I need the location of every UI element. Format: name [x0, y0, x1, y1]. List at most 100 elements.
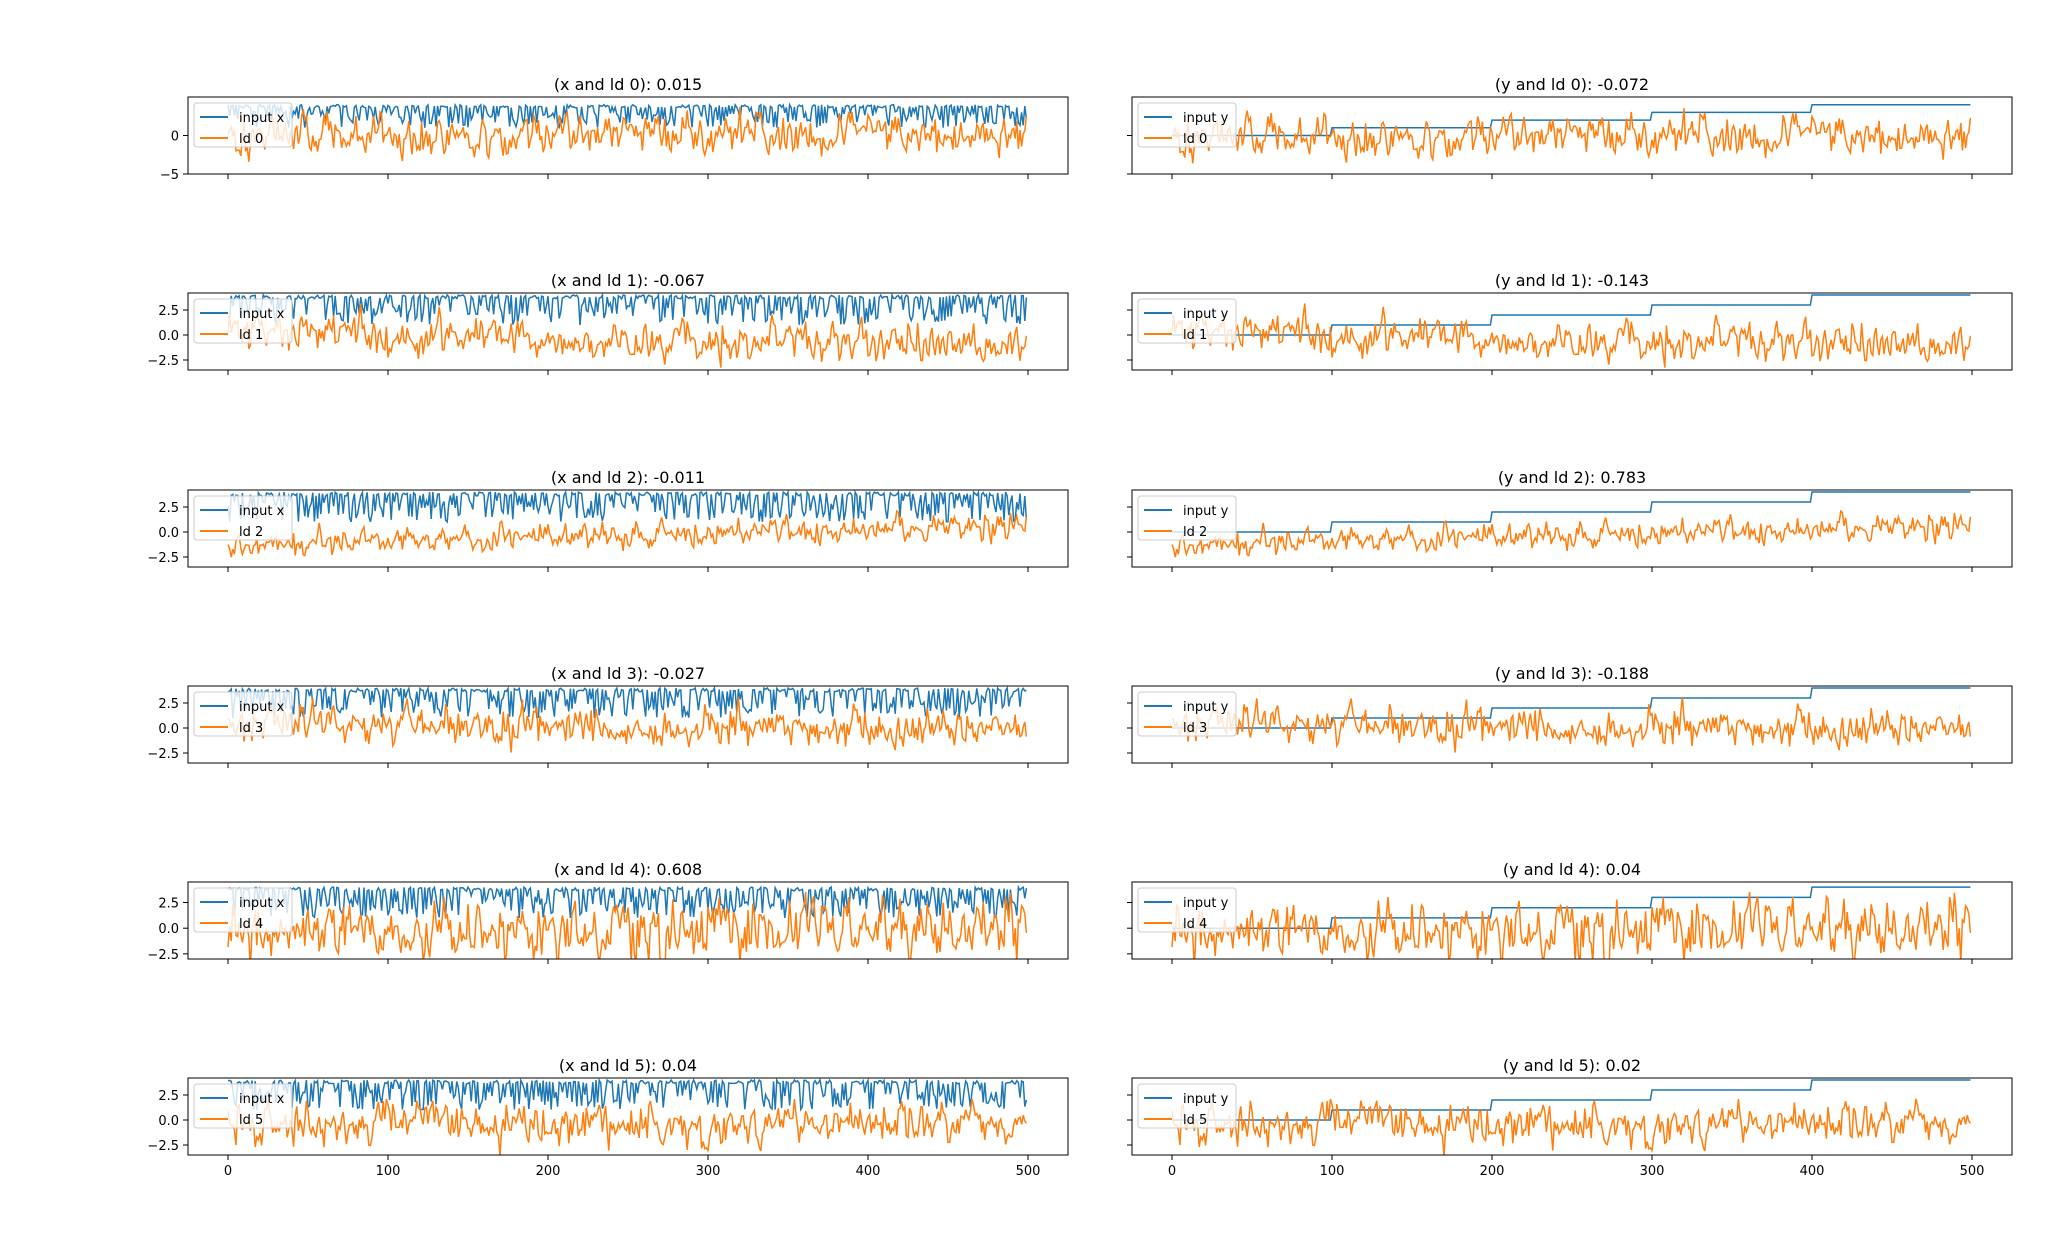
- legend-box: [1137, 691, 1237, 737]
- legend: input x ld 5: [193, 1083, 293, 1129]
- legend: input x ld 1: [193, 298, 293, 344]
- subplot-title: (x and ld 3): -0.027: [551, 664, 705, 683]
- plot-area: [1171, 1079, 1972, 1155]
- subplot-x-ld-3: −2.5 0.0 2.5 (x and ld 3): -0.027 input x ld …: [147, 664, 1069, 768]
- subplot-title: (x and ld 1): -0.067: [551, 271, 705, 290]
- subplot-title: (y and ld 1): -0.143: [1495, 271, 1649, 290]
- input-series-line: [1172, 103, 1971, 137]
- ld-series-line: [1171, 303, 1972, 368]
- subplot-title: (y and ld 2): 0.783: [1498, 468, 1646, 487]
- legend: input x ld 2: [193, 495, 293, 541]
- x-tick-label: 100: [376, 1164, 401, 1179]
- axes-frame: [1131, 1077, 2013, 1156]
- subplot-title: (x and ld 4): 0.608: [554, 860, 702, 879]
- subplot-title: (x and ld 2): -0.011: [551, 468, 705, 487]
- y-tick-label: −2.5: [147, 551, 179, 566]
- legend: input y ld 5: [1137, 1083, 1237, 1129]
- subplot-y-ld-4: (y and ld 4): 0.04 input y ld 4: [1127, 860, 2013, 964]
- legend-box: [193, 298, 293, 344]
- legend-label: ld 4: [239, 917, 263, 932]
- legend: input y ld 3: [1137, 691, 1237, 737]
- y-tick-label: 2.5: [158, 697, 179, 712]
- input-series-line: [1172, 886, 1971, 929]
- axes-frame: [187, 489, 1069, 568]
- legend-box: [1137, 298, 1237, 344]
- y-tick-label: 0.0: [158, 722, 179, 737]
- axes-frame: [187, 1077, 1069, 1156]
- x-tick-label: 400: [1800, 1164, 1825, 1179]
- x-tick-label: 0: [1168, 1164, 1176, 1179]
- legend: input y ld 1: [1137, 298, 1237, 344]
- axes-frame: [1131, 489, 2013, 568]
- input-series-line: [227, 102, 1028, 130]
- legend-label: ld 1: [1183, 328, 1207, 343]
- legend-label: input x: [239, 111, 285, 126]
- ld-series-line: [227, 1098, 1028, 1155]
- legend-box: [1137, 1083, 1237, 1129]
- x-tick-label: 400: [856, 1164, 881, 1179]
- plot-area: [227, 686, 1028, 753]
- subplot-x-ld-4: −2.5 0.0 2.5 (x and ld 4): 0.608 input x ld 4: [147, 860, 1069, 964]
- legend-label: input x: [239, 700, 285, 715]
- input-series-line: [1172, 1079, 1971, 1121]
- plot-area: [1171, 886, 1972, 959]
- axes-frame: [1131, 881, 2013, 960]
- legend-box: [1137, 495, 1237, 541]
- legend-box: [193, 887, 293, 933]
- x-tick-label: 300: [696, 1164, 721, 1179]
- legend-label: ld 2: [1183, 525, 1207, 540]
- legend: input y ld 4: [1137, 887, 1237, 933]
- subplot-title: (y and ld 5): 0.02: [1503, 1056, 1641, 1075]
- input-series-line: [1172, 294, 1971, 336]
- x-tick-label: 200: [536, 1164, 561, 1179]
- legend-box: [1137, 887, 1237, 933]
- axes-frame: [187, 881, 1069, 960]
- legend: input y ld 2: [1137, 495, 1237, 541]
- plot-area: [227, 490, 1028, 558]
- input-series-line: [227, 490, 1028, 524]
- subplot-x-ld-0: −5 0 (x and ld 0): 0.015 input x ld 0: [160, 75, 1069, 183]
- legend-label: ld 3: [239, 721, 263, 736]
- y-tick-label: 2.5: [158, 304, 179, 319]
- ld-series-line: [227, 509, 1028, 558]
- legend-label: input y: [1183, 307, 1229, 322]
- y-tick-label: 2.5: [158, 1089, 179, 1104]
- legend-box: [193, 102, 293, 148]
- axes-frame: [187, 292, 1069, 371]
- axes-frame: [1131, 292, 2013, 371]
- y-tick-label: −5: [160, 168, 179, 183]
- legend-box: [193, 495, 293, 541]
- ld-series-line: [1171, 509, 1972, 558]
- legend-label: ld 5: [239, 1113, 263, 1128]
- plot-area: [1171, 294, 1972, 368]
- subplot-title: (x and ld 5): 0.04: [559, 1056, 697, 1075]
- x-tick-label: 100: [1320, 1164, 1345, 1179]
- legend-box: [1137, 102, 1237, 148]
- legend-label: ld 2: [239, 525, 263, 540]
- legend: input x ld 3: [193, 691, 293, 737]
- y-tick-label: −2.5: [147, 354, 179, 369]
- ld-series-line: [1171, 696, 1972, 753]
- subplot-title: (y and ld 3): -0.188: [1495, 664, 1649, 683]
- subplot-y-ld-3: (y and ld 3): -0.188 input y ld 3: [1127, 664, 2013, 768]
- legend-label: ld 0: [239, 132, 263, 147]
- y-tick-label: 0: [171, 130, 179, 145]
- x-tick-label: 500: [1960, 1164, 1985, 1179]
- y-tick-label: 0.0: [158, 526, 179, 541]
- ld-series-line: [227, 303, 1028, 368]
- legend-box: [193, 1083, 293, 1129]
- legend-label: input y: [1183, 111, 1229, 126]
- legend: input y ld 0: [1137, 102, 1237, 148]
- plot-area: [227, 293, 1028, 368]
- plot-area: [227, 1078, 1028, 1155]
- y-tick-label: −2.5: [147, 747, 179, 762]
- input-series-line: [227, 1078, 1028, 1113]
- subplot-title: (y and ld 0): -0.072: [1495, 75, 1649, 94]
- legend-label: input y: [1183, 1092, 1229, 1107]
- y-tick-label: −2.5: [147, 1139, 179, 1154]
- input-series-line: [227, 293, 1028, 326]
- legend: input x ld 4: [193, 887, 293, 933]
- y-tick-label: 0.0: [158, 1114, 179, 1129]
- x-tick-label: 300: [1640, 1164, 1665, 1179]
- legend-label: ld 1: [239, 328, 263, 343]
